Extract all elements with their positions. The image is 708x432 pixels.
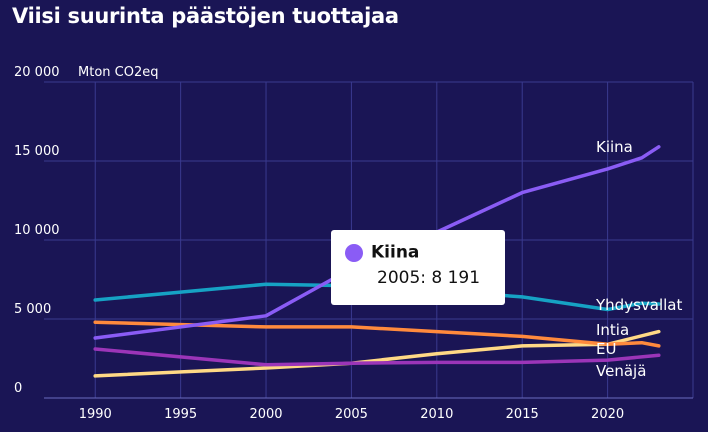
x-tick-label: 2005 [335,407,368,422]
y-tick-label: 5 000 [14,302,51,317]
series-label-2: Yhdysvallat [595,296,682,314]
series-label-4: EU [596,340,616,358]
series-label-5: Venäjä [596,362,646,380]
x-tick-label: 1990 [79,407,112,422]
tooltip-series-name: Kiina [371,242,420,263]
y-tick-label: 10 000 [14,223,60,238]
tooltip-series-dot [345,243,363,262]
y-tick-label: 15 000 [14,144,60,159]
y-tick-label: 20 000 [14,65,60,80]
tooltip-value: 2005: 8 191 [377,267,481,288]
series-label-1: Kiina [596,138,633,156]
x-tick-label: 2015 [506,407,539,422]
x-tick-label: 1995 [164,407,197,422]
x-tick-label: 2010 [420,407,453,422]
y-tick-label: 0 [14,381,22,396]
y-axis-unit-label: Mton CO2eq [78,65,158,80]
chart-title: Viisi suurinta päästöjen tuottajaa [12,4,399,28]
series-line-3 [93,329,661,378]
tooltip: Kiina 2005: 8 191 [331,230,505,305]
series-line-4 [93,320,661,348]
x-tick-label: 2020 [591,407,624,422]
series-line-5 [93,347,661,367]
series-label-3: Intia [596,321,629,339]
series-line-1 [93,145,661,340]
x-tick-label: 2000 [249,407,282,422]
axis-layer: 0 5 000 10 000 15 000 20 000 1990 1995 2000 2005… [14,65,624,422]
